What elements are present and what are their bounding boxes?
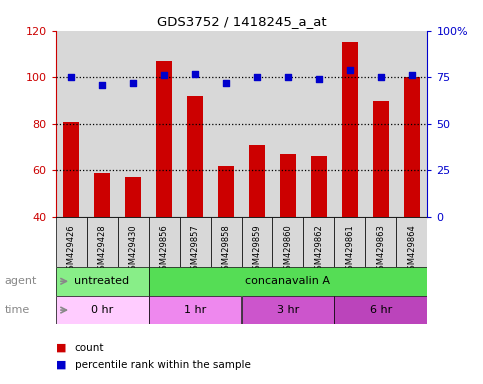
Bar: [117, 31, 149, 217]
Bar: [373, 101, 389, 217]
Bar: [334, 217, 366, 267]
Bar: [211, 217, 242, 267]
Bar: [180, 217, 211, 267]
Bar: [242, 217, 272, 267]
Bar: [56, 31, 86, 217]
Bar: [149, 217, 180, 267]
Text: GSM429426: GSM429426: [67, 224, 75, 275]
Point: [191, 71, 199, 77]
Text: GSM429861: GSM429861: [345, 224, 355, 275]
Text: GSM429860: GSM429860: [284, 224, 293, 275]
Point: [67, 74, 75, 80]
Bar: [334, 31, 366, 217]
Bar: [249, 145, 265, 217]
Bar: [404, 77, 420, 217]
Bar: [272, 217, 303, 267]
Bar: [342, 42, 358, 217]
Text: 6 hr: 6 hr: [370, 305, 392, 315]
Point: [129, 80, 137, 86]
Bar: [334, 296, 427, 324]
Bar: [56, 267, 149, 296]
Point: [222, 80, 230, 86]
Bar: [117, 217, 149, 267]
Point: [408, 72, 416, 78]
Text: 0 hr: 0 hr: [91, 305, 113, 315]
Text: GSM429858: GSM429858: [222, 224, 230, 275]
Bar: [366, 31, 397, 217]
Text: GSM429859: GSM429859: [253, 224, 261, 275]
Text: count: count: [75, 343, 104, 353]
Bar: [242, 31, 272, 217]
Bar: [366, 217, 397, 267]
Text: concanavalin A: concanavalin A: [245, 276, 330, 286]
Bar: [180, 31, 211, 217]
Bar: [311, 156, 327, 217]
Text: GSM429856: GSM429856: [159, 224, 169, 275]
Text: ■: ■: [56, 360, 66, 370]
Bar: [63, 121, 79, 217]
Bar: [303, 217, 334, 267]
Text: GSM429862: GSM429862: [314, 224, 324, 275]
Bar: [211, 31, 242, 217]
Text: GSM429857: GSM429857: [190, 224, 199, 275]
Bar: [125, 177, 141, 217]
Point: [284, 74, 292, 80]
Text: 1 hr: 1 hr: [184, 305, 206, 315]
Text: GSM429428: GSM429428: [98, 224, 107, 275]
Text: untreated: untreated: [74, 276, 129, 286]
Text: 3 hr: 3 hr: [277, 305, 299, 315]
Point: [346, 67, 354, 73]
Bar: [149, 267, 427, 296]
Bar: [397, 217, 427, 267]
Bar: [280, 154, 296, 217]
Bar: [218, 166, 234, 217]
Bar: [56, 217, 86, 267]
Text: ■: ■: [56, 343, 66, 353]
Bar: [86, 31, 117, 217]
Bar: [397, 31, 427, 217]
Text: time: time: [5, 305, 30, 315]
Text: GSM429864: GSM429864: [408, 224, 416, 275]
Text: GSM429430: GSM429430: [128, 224, 138, 275]
Bar: [187, 96, 203, 217]
Text: GSM429863: GSM429863: [376, 224, 385, 275]
Bar: [242, 296, 334, 324]
Bar: [303, 31, 334, 217]
Text: percentile rank within the sample: percentile rank within the sample: [75, 360, 251, 370]
Bar: [156, 61, 172, 217]
Point: [315, 76, 323, 82]
Point: [377, 74, 385, 80]
Bar: [272, 31, 303, 217]
Point: [253, 74, 261, 80]
Bar: [94, 173, 110, 217]
Point: [160, 72, 168, 78]
Text: agent: agent: [5, 276, 37, 286]
Bar: [149, 31, 180, 217]
Bar: [56, 296, 149, 324]
Bar: [149, 296, 242, 324]
Title: GDS3752 / 1418245_a_at: GDS3752 / 1418245_a_at: [156, 15, 327, 28]
Bar: [86, 217, 117, 267]
Point: [98, 82, 106, 88]
